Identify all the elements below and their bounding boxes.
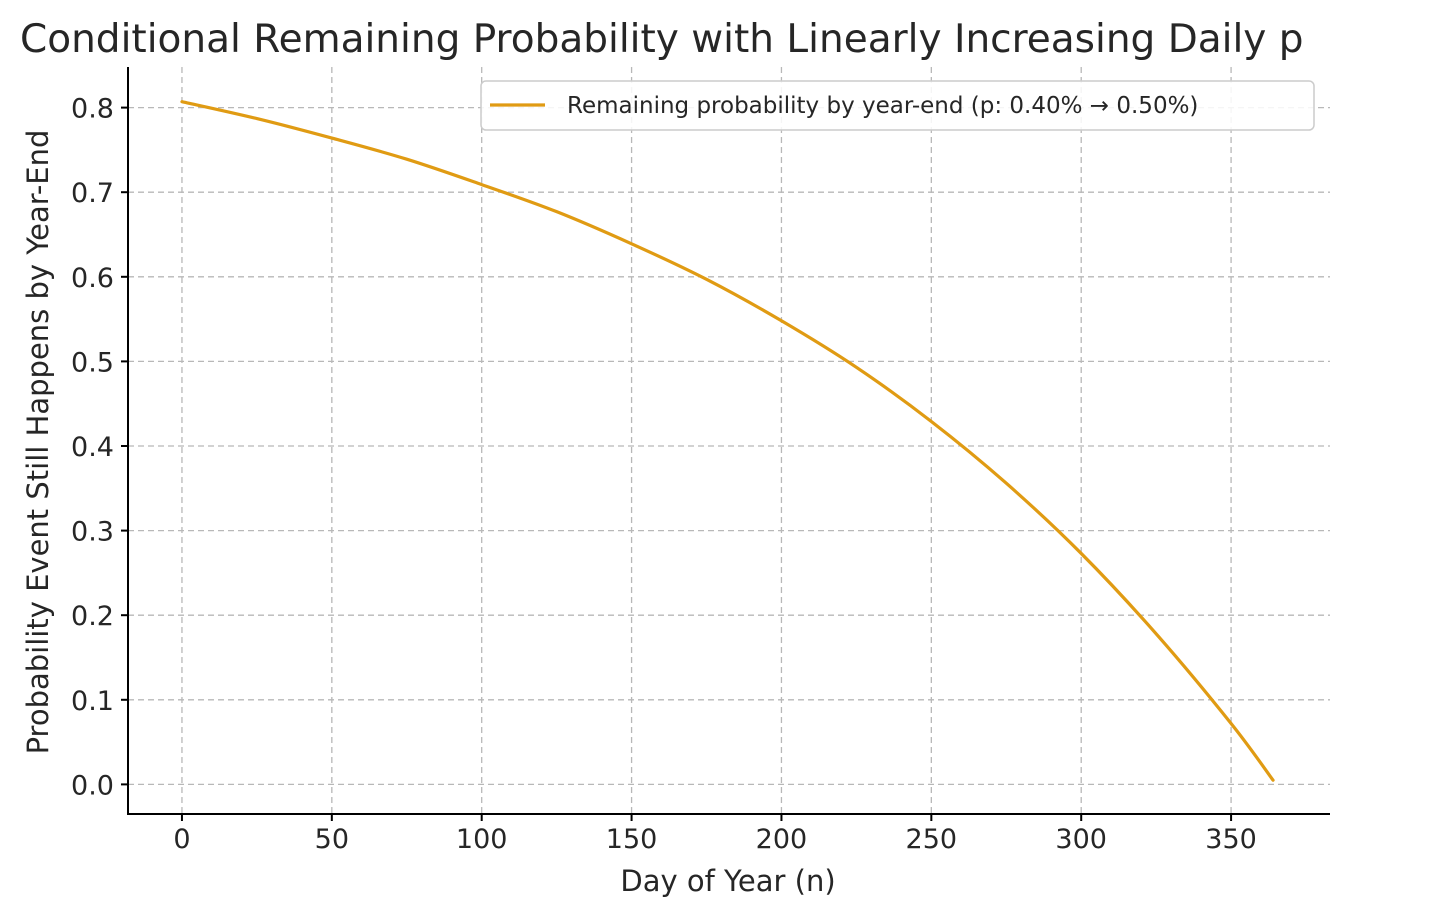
x-tick-label: 250	[906, 824, 958, 855]
y-tick-label: 0.7	[71, 178, 114, 209]
y-tick-label: 0.8	[71, 94, 114, 125]
legend-box	[480, 80, 1315, 131]
series-line	[180, 100, 1275, 782]
x-tick-label: 0	[173, 824, 190, 855]
y-tick-label: 0.6	[71, 263, 114, 294]
y-tick-label: 0.5	[71, 347, 114, 378]
x-tick-label: 100	[456, 824, 508, 855]
legend: Remaining probability by year-end (p: 0.…	[480, 80, 1315, 131]
axis-ticks: 0 50 100 150 200 250 300 350 0.0 0.1 0.2 0.3 0.4 0.5 0…	[71, 94, 1257, 855]
x-tick-label: 300	[1055, 824, 1107, 855]
x-tick-label: 150	[606, 824, 658, 855]
x-tick-label: 50	[315, 824, 349, 855]
chart-title: Conditional Remaining Probability with L…	[20, 17, 1304, 62]
y-tick-label: 0.1	[71, 686, 114, 717]
x-tick-label: 200	[756, 824, 808, 855]
grid-lines	[128, 67, 1330, 814]
x-tick-label: 350	[1205, 824, 1257, 855]
y-axis-title: Probability Event Still Happens by Year-…	[21, 130, 55, 755]
legend-label: Remaining probability by year-end (p: 0.…	[567, 93, 1198, 119]
y-tick-label: 0.0	[71, 770, 114, 801]
y-tick-label: 0.4	[71, 432, 114, 463]
x-axis-title: Day of Year (n)	[620, 864, 835, 898]
y-tick-label: 0.2	[71, 601, 114, 632]
y-tick-label: 0.3	[71, 517, 114, 548]
series-layer	[180, 100, 1275, 782]
